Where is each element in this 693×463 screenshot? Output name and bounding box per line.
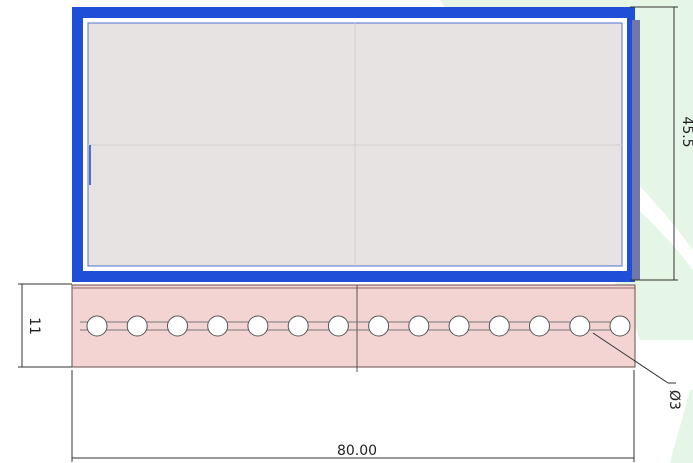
mounting-hole [488, 315, 510, 337]
mounting-hole [448, 315, 470, 337]
mounting-hole [126, 315, 148, 337]
mounting-hole [207, 315, 229, 337]
dimension-label-height-top: 45.5 [679, 116, 693, 147]
mounting-hole [287, 315, 309, 337]
mounting-hole [167, 315, 188, 337]
panel-frame [72, 7, 640, 282]
dimension-height-bottom [18, 283, 72, 368]
mounting-hole [247, 315, 269, 337]
dimension-width [71, 370, 635, 462]
dimension-label-hole-diameter: Ø3 [666, 390, 682, 410]
mounting-hole [529, 315, 550, 337]
mounting-hole [327, 315, 349, 337]
dimension-label-width: 80.00 [337, 443, 377, 459]
mounting-hole [368, 315, 390, 337]
mounting-hole [609, 315, 631, 337]
mounting-hole [86, 315, 108, 337]
hole-leader [592, 332, 676, 384]
mounting-hole [569, 315, 591, 337]
mounting-hole [408, 315, 430, 337]
hole-row [86, 315, 631, 337]
base-strip [71, 284, 636, 372]
dimension-label-height-bottom: 11 [26, 317, 42, 335]
dimension-height-top [630, 6, 678, 281]
